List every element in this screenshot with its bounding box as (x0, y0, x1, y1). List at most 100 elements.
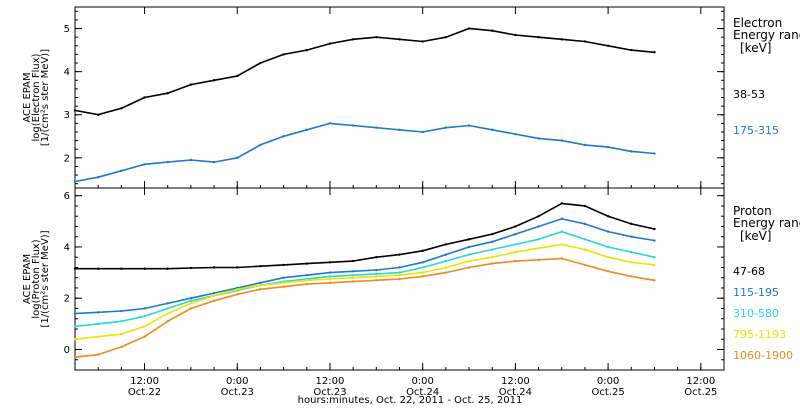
data-point-795-1193 (630, 261, 633, 264)
data-point-38-53 (467, 27, 471, 30)
data-point-310-580 (653, 256, 656, 259)
data-point-310-580 (444, 259, 448, 263)
data-point-115-195 (120, 309, 123, 313)
data-point-310-580 (630, 250, 633, 254)
data-point-310-580 (189, 299, 193, 302)
data-point-795-1193 (583, 248, 587, 251)
data-point-115-195 (328, 271, 332, 274)
data-point-38-53 (630, 48, 633, 52)
data-point-175-315 (236, 156, 239, 160)
data-point-115-195 (583, 222, 587, 226)
y-tick-label: 4 (64, 242, 70, 253)
data-point-175-315 (537, 137, 540, 140)
data-point-47-68 (166, 267, 169, 270)
data-point-1060-1900 (606, 270, 610, 273)
time-axis: 12:00Oct.220:00Oct.2312:00Oct.230:00Oct.… (128, 376, 717, 398)
data-point-47-68 (606, 214, 610, 218)
data-point-38-53 (143, 96, 146, 99)
data-point-175-315 (212, 160, 216, 164)
data-point-115-195 (189, 297, 193, 300)
data-point-175-315 (143, 163, 146, 166)
data-point-795-1193 (467, 259, 471, 263)
data-point-38-53 (398, 38, 401, 41)
data-point-38-53 (73, 109, 77, 112)
data-point-310-580 (491, 248, 494, 251)
data-point-175-315 (328, 122, 332, 125)
data-point-310-580 (467, 253, 471, 256)
data-point-1060-1900 (143, 335, 146, 338)
data-point-47-68 (143, 267, 146, 270)
legend-heading: Electron (733, 16, 782, 30)
data-point-47-68 (282, 263, 285, 267)
data-point-310-580 (421, 266, 424, 269)
data-point-38-53 (351, 38, 355, 41)
data-point-175-315 (305, 128, 308, 132)
x-tick-label: 0:00 (226, 376, 248, 387)
data-point-795-1193 (537, 247, 540, 250)
data-point-1060-1900 (259, 288, 262, 291)
data-point-38-53 (583, 40, 587, 43)
data-point-310-580 (73, 325, 77, 328)
data-point-38-53 (375, 35, 378, 39)
legend-item-47-68: 47-68 (733, 265, 765, 278)
data-point-115-195 (351, 270, 355, 273)
data-point-795-1193 (560, 243, 563, 246)
data-point-38-53 (444, 35, 448, 39)
data-point-1060-1900 (444, 271, 448, 274)
data-point-795-1193 (259, 284, 262, 287)
legend-item-1060-1900: 1060-1900 (733, 349, 793, 362)
data-point-310-580 (514, 243, 517, 246)
data-point-1060-1900 (421, 275, 424, 278)
data-point-1060-1900 (351, 280, 355, 283)
data-point-115-195 (606, 230, 610, 233)
data-point-795-1193 (328, 277, 332, 281)
data-point-1060-1900 (630, 275, 633, 278)
legend-item-795-1193: 795-1193 (733, 328, 786, 341)
x-tick-date-label: Oct.25 (592, 387, 625, 398)
data-point-175-315 (120, 169, 123, 172)
data-point-115-195 (305, 273, 308, 277)
y-axis-title-line: [1/(cm²s ster MeV)] (40, 49, 51, 146)
data-point-38-53 (189, 83, 193, 86)
data-point-38-53 (282, 53, 285, 56)
data-point-1060-1900 (328, 281, 332, 285)
data-point-115-195 (560, 217, 563, 220)
data-point-1060-1900 (305, 282, 308, 286)
data-point-310-580 (120, 320, 123, 323)
data-point-175-315 (398, 128, 401, 132)
data-point-47-68 (375, 256, 378, 259)
data-point-795-1193 (143, 325, 146, 328)
data-point-175-315 (491, 128, 494, 132)
data-point-175-315 (96, 176, 100, 179)
series-line-38-53 (74, 27, 655, 116)
y-tick-label: 0 (64, 345, 70, 356)
data-point-115-195 (143, 307, 146, 310)
data-point-1060-1900 (375, 279, 378, 282)
y-tick-label: 6 (64, 191, 70, 202)
y-axis-title-line: ACE EPAM (22, 254, 33, 304)
data-point-47-68 (351, 259, 355, 263)
legend-item-310-580: 310-580 (733, 307, 779, 320)
data-point-38-53 (236, 74, 239, 78)
x-axis-title: hours:minutes, Oct. 22, 2011 - Oct. 25, … (298, 395, 523, 406)
data-point-38-53 (560, 38, 563, 41)
data-point-47-68 (514, 225, 517, 228)
data-point-795-1193 (398, 273, 401, 277)
data-point-795-1193 (514, 250, 517, 254)
legend-item-115-195: 115-195 (733, 286, 779, 299)
x-tick-date-label: Oct.23 (313, 387, 346, 398)
legend-item-175-315: 175-315 (733, 124, 779, 137)
data-point-115-195 (375, 268, 378, 272)
x-tick-label: 0:00 (597, 376, 619, 387)
data-point-115-195 (96, 311, 100, 314)
data-point-1060-1900 (537, 258, 540, 261)
series-line-795-1193 (74, 243, 655, 340)
data-point-795-1193 (653, 263, 656, 267)
data-point-175-315 (583, 143, 587, 147)
legend-item-38-53: 38-53 (733, 88, 765, 101)
data-point-47-68 (189, 266, 193, 270)
legend-heading: Energy ranges (733, 28, 800, 42)
